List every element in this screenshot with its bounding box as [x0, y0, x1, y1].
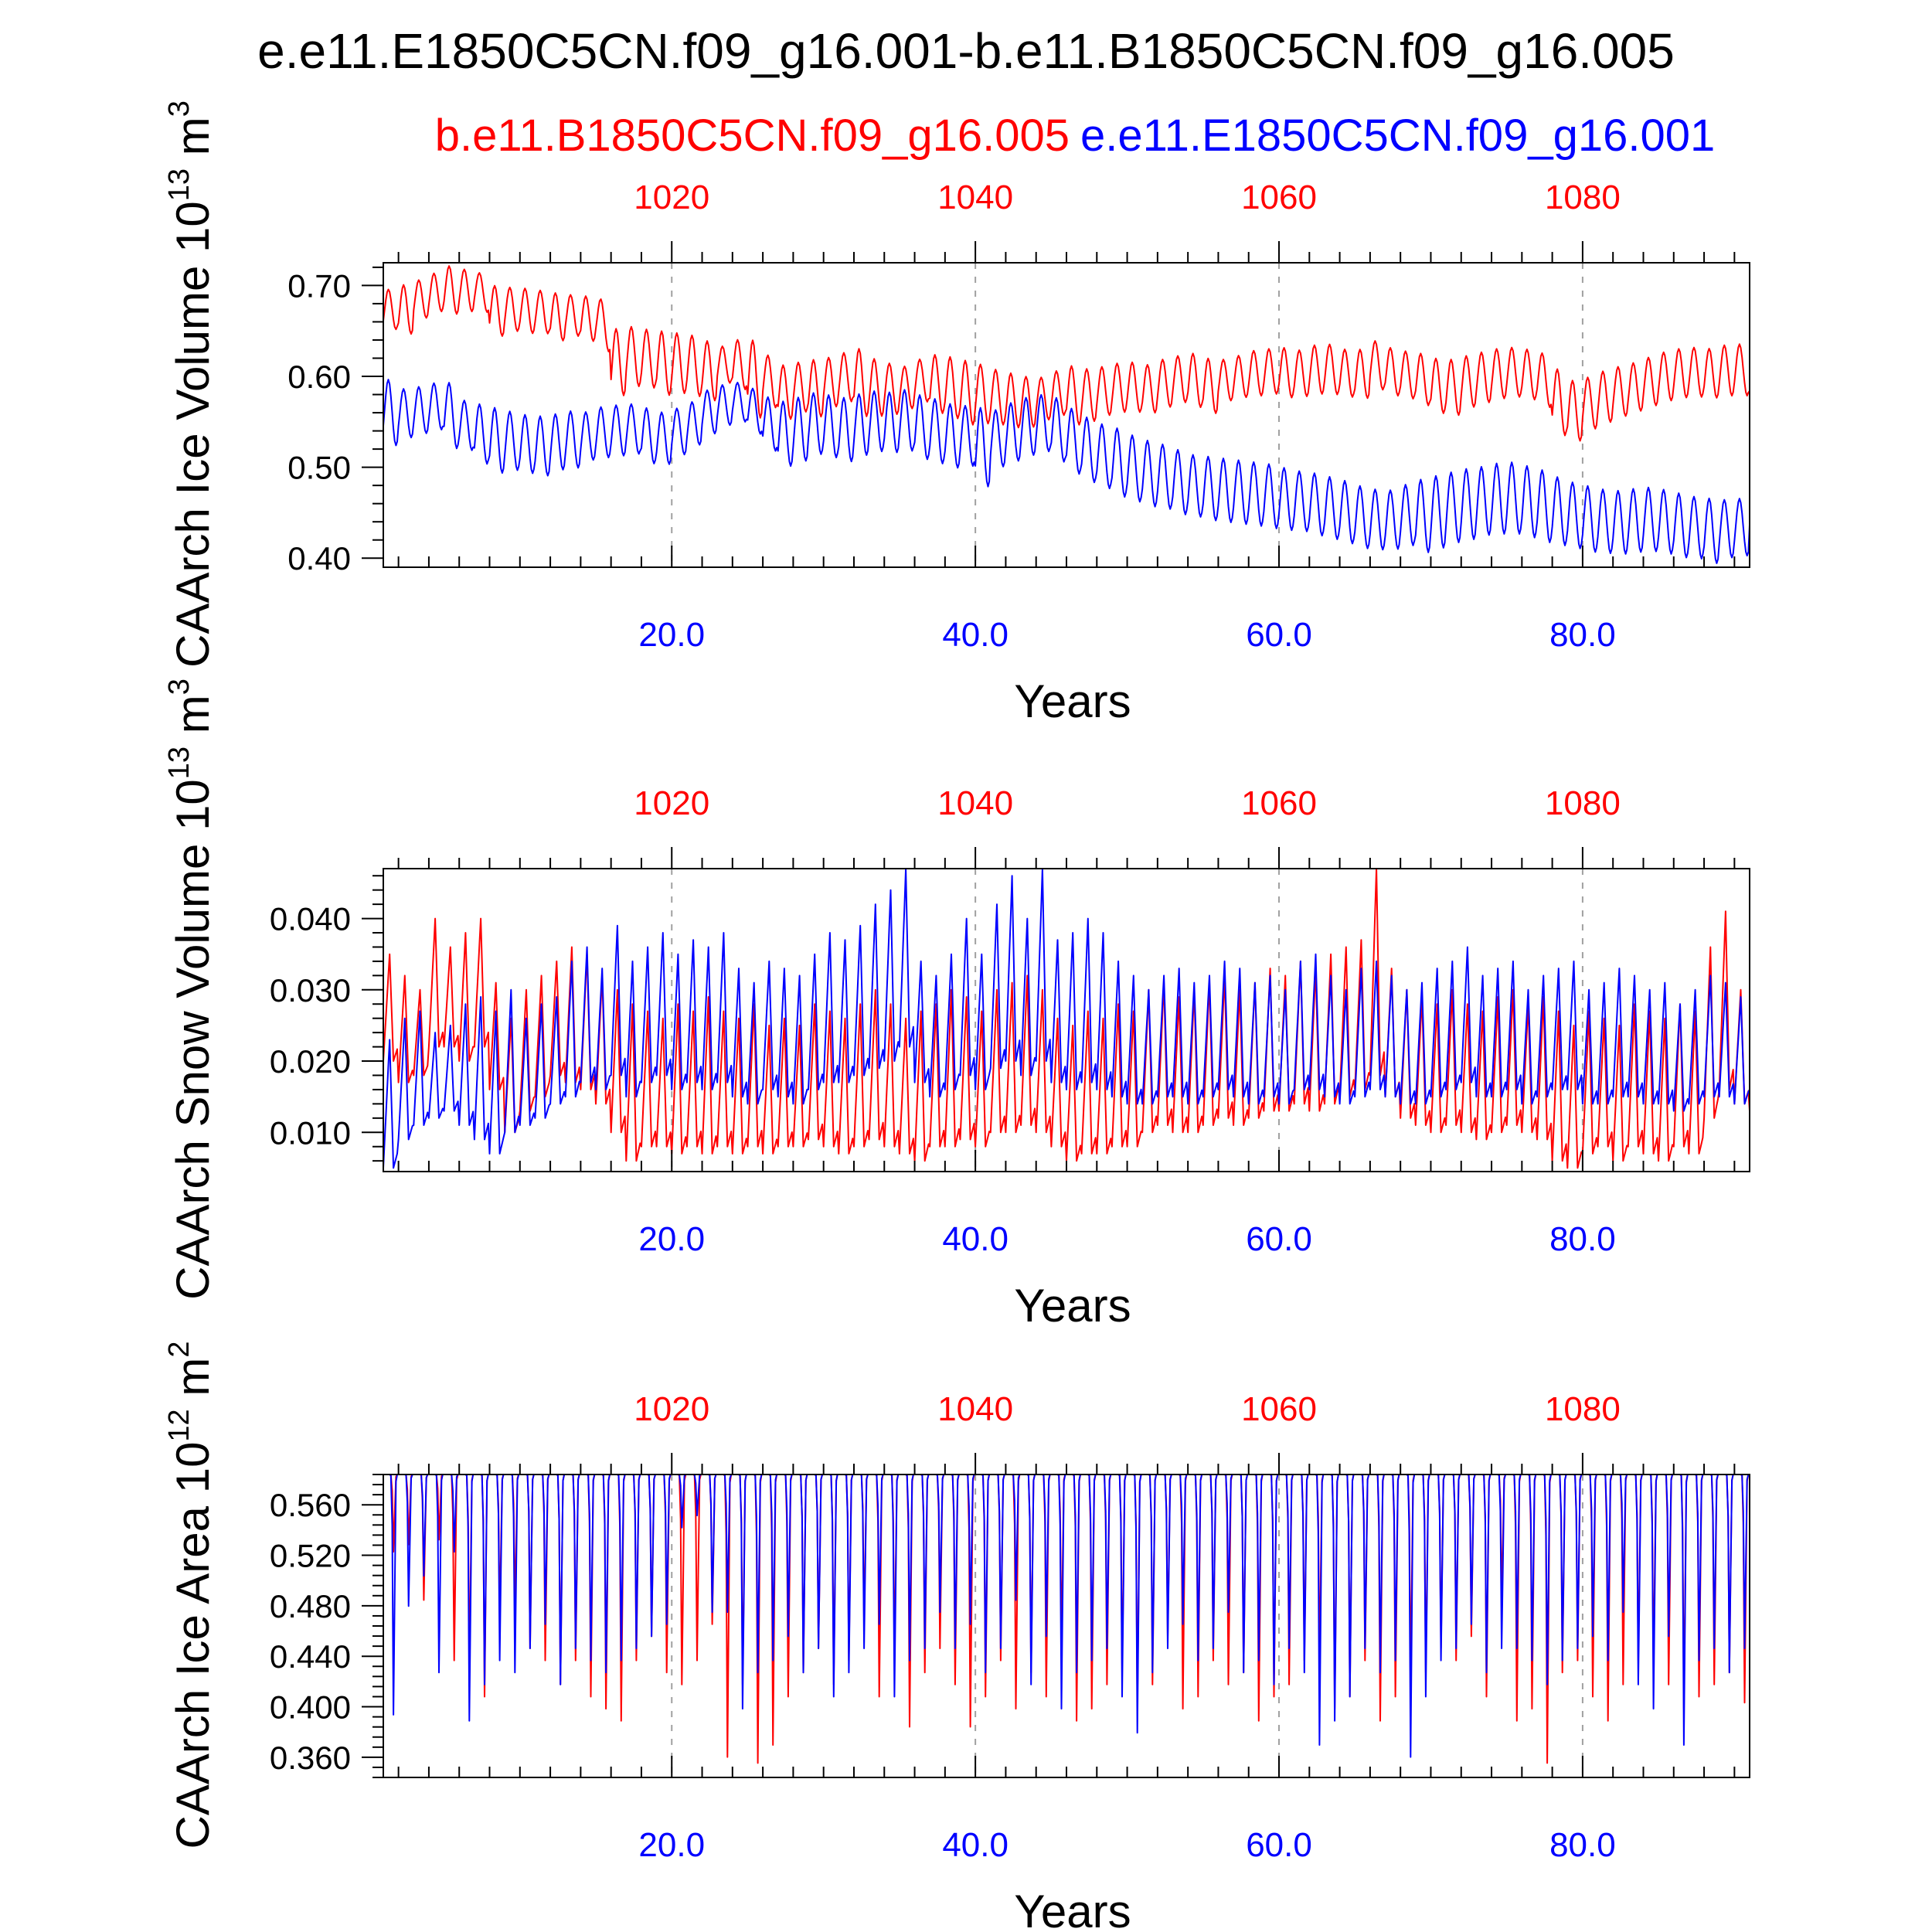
y-tick-label: 0.010 [270, 1114, 351, 1151]
top-tick-label: 1060 [1241, 1390, 1317, 1428]
series-line-red [383, 1474, 1750, 1764]
y-tick-label: 0.440 [270, 1638, 351, 1675]
y-axis-title-unit: m [167, 117, 219, 168]
y-tick-label: 0.560 [270, 1487, 351, 1523]
y-axis-title-unit-exp: 2 [163, 1341, 196, 1357]
top-tick-label: 1020 [634, 784, 709, 822]
top-tick-label: 1040 [937, 179, 1013, 216]
y-tick-label: 0.400 [270, 1689, 351, 1726]
bottom-tick-label: 80.0 [1549, 1220, 1616, 1258]
y-axis-title-text: CAArch Ice Area 10 [167, 1442, 219, 1849]
top-tick-label: 1060 [1241, 784, 1317, 822]
y-tick-label: 0.480 [270, 1588, 351, 1624]
legend-red-label: b.e11.B1850C5CN.f09_g16.005 [435, 111, 1070, 161]
bottom-tick-label: 20.0 [638, 1826, 705, 1864]
top-tick-label: 1040 [937, 1390, 1013, 1428]
bottom-tick-label: 60.0 [1246, 616, 1312, 654]
y-tick-label: 0.020 [270, 1043, 351, 1080]
y-tick-label: 0.70 [287, 267, 351, 304]
y-axis-title-exp: 13 [163, 747, 196, 779]
series-line-blue [383, 1474, 1750, 1758]
panel-ice-area: 1020 1040 1060 1080 20.0 40.0 60.0 80.0 0.560 0.5… [163, 1341, 1750, 1932]
y-axis-title-unit: m [167, 695, 219, 747]
y-axis-title-snow: CAArch Snow Volume 1013 m3 [163, 679, 219, 1300]
top-tick-label: 1080 [1545, 784, 1621, 822]
y-tick-label: 0.40 [287, 540, 351, 577]
y-tick-label: 0.520 [270, 1538, 351, 1574]
bottom-tick-label: 40.0 [942, 1826, 1009, 1864]
bottom-tick-label: 20.0 [638, 616, 705, 654]
y-tick-label: 0.60 [287, 359, 351, 395]
series-line-blue [383, 868, 1750, 1169]
top-tick-label: 1080 [1545, 179, 1621, 216]
bottom-tick-label: 80.0 [1549, 1826, 1616, 1864]
x-axis-title: Years [1014, 1280, 1131, 1332]
y-axis-title-unit-exp: 3 [163, 100, 196, 117]
y-axis-title-text: CAArch Ice Volume 10 [167, 201, 219, 668]
top-tick-label: 1040 [937, 784, 1013, 822]
y-tick-label: 0.50 [287, 450, 351, 486]
bottom-tick-label: 40.0 [942, 1220, 1009, 1258]
y-axis-title-unit-exp: 3 [163, 679, 196, 695]
bottom-tick-label: 20.0 [638, 1220, 705, 1258]
top-tick-label: 1020 [634, 1390, 709, 1428]
x-axis-title: Years [1014, 675, 1131, 727]
figure-title: e.e11.E1850C5CN.f09_g16.001-b.e11.B1850C… [257, 23, 1675, 79]
x-axis-title: Years [1014, 1886, 1131, 1932]
legend-blue-label: e.e11.E1850C5CN.f09_g16.001 [1080, 111, 1715, 161]
top-tick-label: 1020 [634, 179, 709, 216]
panel-snow-volume: 1020 1040 1060 1080 20.0 40.0 60.0 80.0 0.040 0.0… [163, 679, 1750, 1332]
bottom-tick-label: 60.0 [1246, 1220, 1312, 1258]
top-tick-label: 1080 [1545, 1390, 1621, 1428]
series-line-red [383, 265, 1750, 442]
y-axis-title-unit: m [167, 1358, 219, 1410]
panel-ice-volume: 1020 1040 1060 1080 20.0 40.0 60.0 80.0 0.70 0.60… [163, 100, 1750, 727]
y-axis-title-exp: 13 [163, 168, 196, 201]
y-axis-title-exp: 12 [163, 1409, 196, 1441]
bottom-tick-label: 60.0 [1246, 1826, 1312, 1864]
y-axis-title-text: CAArch Snow Volume 10 [167, 779, 219, 1300]
y-axis-title-ice: CAArch Ice Volume 1013 m3 [163, 100, 219, 668]
bottom-tick-label: 80.0 [1549, 616, 1616, 654]
top-tick-label: 1060 [1241, 179, 1317, 216]
series-line-blue [383, 379, 1750, 564]
bottom-tick-label: 40.0 [942, 616, 1009, 654]
y-tick-label: 0.360 [270, 1740, 351, 1776]
plot-frame [383, 1474, 1750, 1778]
y-tick-label: 0.040 [270, 901, 351, 937]
y-tick-label: 0.030 [270, 972, 351, 1009]
y-axis-title-area: CAArch Ice Area 1012 m2 [163, 1341, 219, 1849]
